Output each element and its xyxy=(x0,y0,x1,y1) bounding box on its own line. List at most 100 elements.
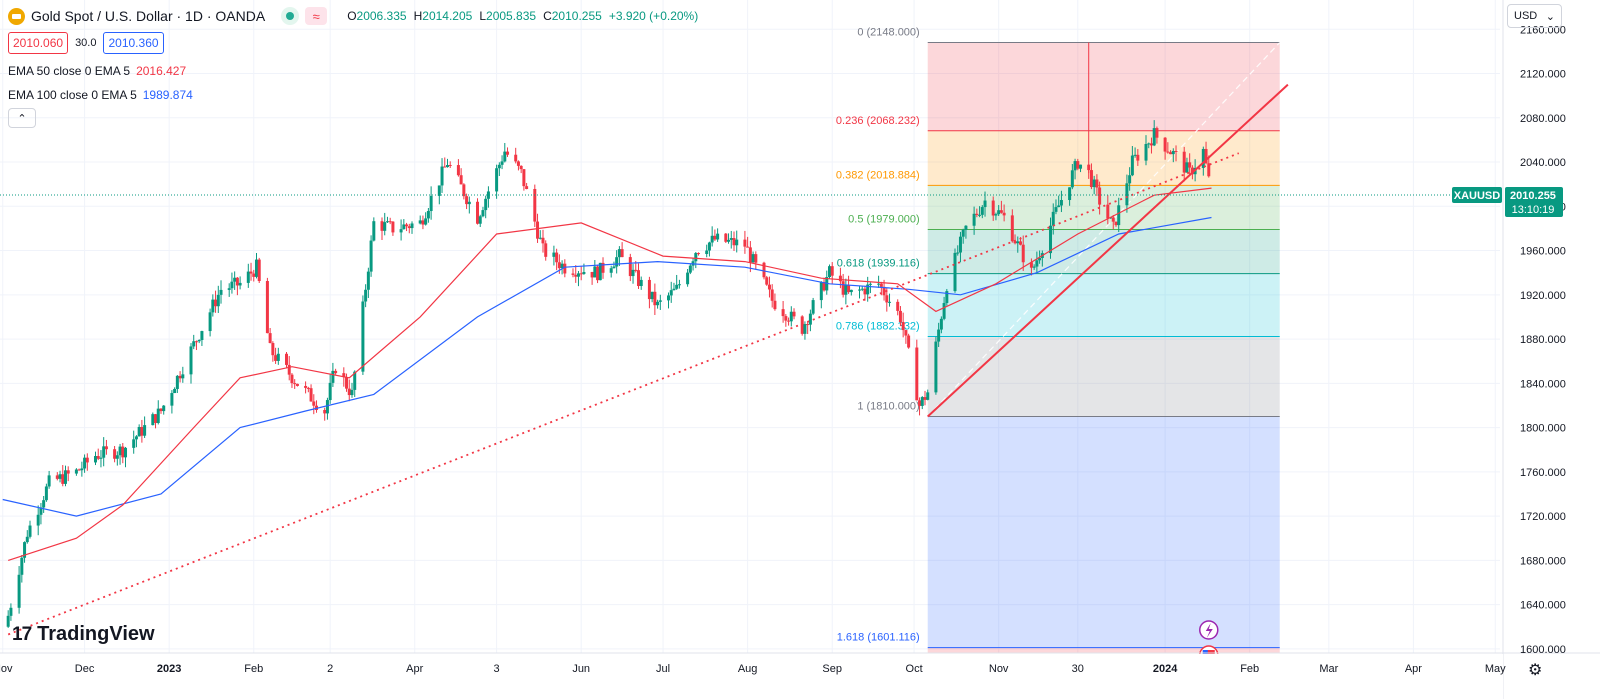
candle-body xyxy=(1098,187,1102,205)
candle-body xyxy=(628,257,632,277)
candle-body xyxy=(503,151,507,162)
candle-body xyxy=(767,284,771,290)
candle-body xyxy=(612,266,616,269)
fib-zone xyxy=(927,229,1280,274)
price-tick-label: 1760.000 xyxy=(1520,467,1566,479)
fib-level-label: 0.786 (1882.332) xyxy=(836,320,920,332)
candle-body xyxy=(1185,162,1189,173)
price-tick-label: 2120.000 xyxy=(1520,69,1566,81)
candle-body xyxy=(574,274,578,277)
candle-body xyxy=(1169,152,1173,155)
candle-body xyxy=(429,195,433,212)
candle-body xyxy=(999,210,1003,213)
candle-body xyxy=(1128,175,1132,184)
candle-body xyxy=(170,393,174,406)
ema50-legend[interactable]: EMA 50 close 0 EMA 5 2016.427 xyxy=(8,64,187,78)
candle-body xyxy=(519,165,523,170)
candle-body xyxy=(293,383,297,385)
candle-body xyxy=(789,311,793,322)
candle-body xyxy=(544,243,548,257)
candle-body xyxy=(656,301,660,306)
candle-body xyxy=(47,475,51,487)
candle-body xyxy=(265,281,269,334)
buy-price-button[interactable]: 2010.360 xyxy=(103,32,164,54)
candle-body xyxy=(445,164,449,168)
candle-body xyxy=(85,457,89,463)
candle-body xyxy=(650,291,654,300)
candle-body xyxy=(80,468,84,471)
time-tick-label: Nov xyxy=(0,663,13,675)
candle-body xyxy=(888,301,892,303)
candle-body xyxy=(787,320,791,322)
candle-body xyxy=(620,249,624,258)
price-tick-label: 2040.000 xyxy=(1520,157,1566,169)
candle-body xyxy=(516,161,520,166)
bar-countdown: 13:10:19 xyxy=(1512,204,1555,216)
candle-body xyxy=(290,374,294,384)
candle-body xyxy=(361,301,365,372)
candle-body xyxy=(849,289,853,293)
candle-body xyxy=(710,235,714,243)
candle-body xyxy=(1130,155,1134,176)
market-open-icon[interactable] xyxy=(281,7,300,25)
candle-body xyxy=(939,318,943,330)
candle-body xyxy=(36,514,40,526)
indicator-wave-icon[interactable]: ≈ xyxy=(305,7,328,25)
candle-body xyxy=(58,474,62,479)
candle-body xyxy=(994,214,998,216)
price-tick-label: 1680.000 xyxy=(1520,555,1566,567)
candle-body xyxy=(1163,137,1167,152)
ema100-legend[interactable]: EMA 100 close 0 EMA 5 1989.874 xyxy=(8,88,193,102)
candle-body xyxy=(448,164,452,166)
candle-body xyxy=(808,313,812,325)
candle-body xyxy=(885,295,889,303)
candle-body xyxy=(596,266,600,281)
price-tick-label: 1960.000 xyxy=(1520,246,1566,258)
time-tick-label: Nov xyxy=(989,663,1009,675)
candle-body xyxy=(1016,241,1020,244)
currency-select[interactable]: USD ⌄ xyxy=(1507,4,1562,28)
symbol-title[interactable]: Gold Spot / U.S. Dollar · 1D · OANDA xyxy=(31,8,266,24)
candle-body xyxy=(347,388,351,396)
candle-body xyxy=(1155,128,1159,138)
time-tick-label: Jul xyxy=(656,663,670,675)
candle-body xyxy=(74,469,78,474)
price-axis-bg xyxy=(1503,0,1600,699)
candle-body xyxy=(923,397,927,400)
fib-zone xyxy=(927,336,1280,417)
candle-body xyxy=(418,220,422,224)
fib-zone xyxy=(927,185,1280,230)
candle-body xyxy=(1059,200,1063,206)
candle-body xyxy=(525,186,529,189)
dotted-trendline xyxy=(7,152,1240,636)
fib-trend-diagonal xyxy=(927,42,1281,417)
sell-price-button[interactable]: 2010.060 xyxy=(8,32,69,54)
candle-body xyxy=(23,542,27,558)
lightning-icon xyxy=(1205,623,1213,638)
candle-body xyxy=(571,273,575,275)
collapse-legend-button[interactable]: ⌃ xyxy=(8,108,36,128)
candle-body xyxy=(137,426,141,437)
time-tick-label: Feb xyxy=(244,663,263,675)
candle-body xyxy=(162,405,166,412)
candle-body xyxy=(96,456,100,459)
price-tick-label: 1600.000 xyxy=(1520,644,1566,656)
candles xyxy=(6,42,1211,628)
candle-body xyxy=(350,389,354,396)
candle-body xyxy=(295,383,299,386)
candle-body xyxy=(1049,225,1053,254)
settings-gear-icon[interactable]: ⚙ xyxy=(1528,662,1543,679)
candle-body xyxy=(227,288,231,290)
candle-body xyxy=(601,262,605,273)
gold-symbol-icon[interactable] xyxy=(8,7,25,25)
candle-body xyxy=(751,254,755,263)
candle-body xyxy=(1171,150,1175,155)
candle-body xyxy=(958,236,962,253)
candle-body xyxy=(254,259,258,277)
candle-body xyxy=(898,310,902,323)
tradingview-logo[interactable]: 17 TradingView xyxy=(12,623,155,645)
candle-body xyxy=(658,300,662,302)
candle-body xyxy=(705,250,709,254)
candle-body xyxy=(724,233,728,242)
